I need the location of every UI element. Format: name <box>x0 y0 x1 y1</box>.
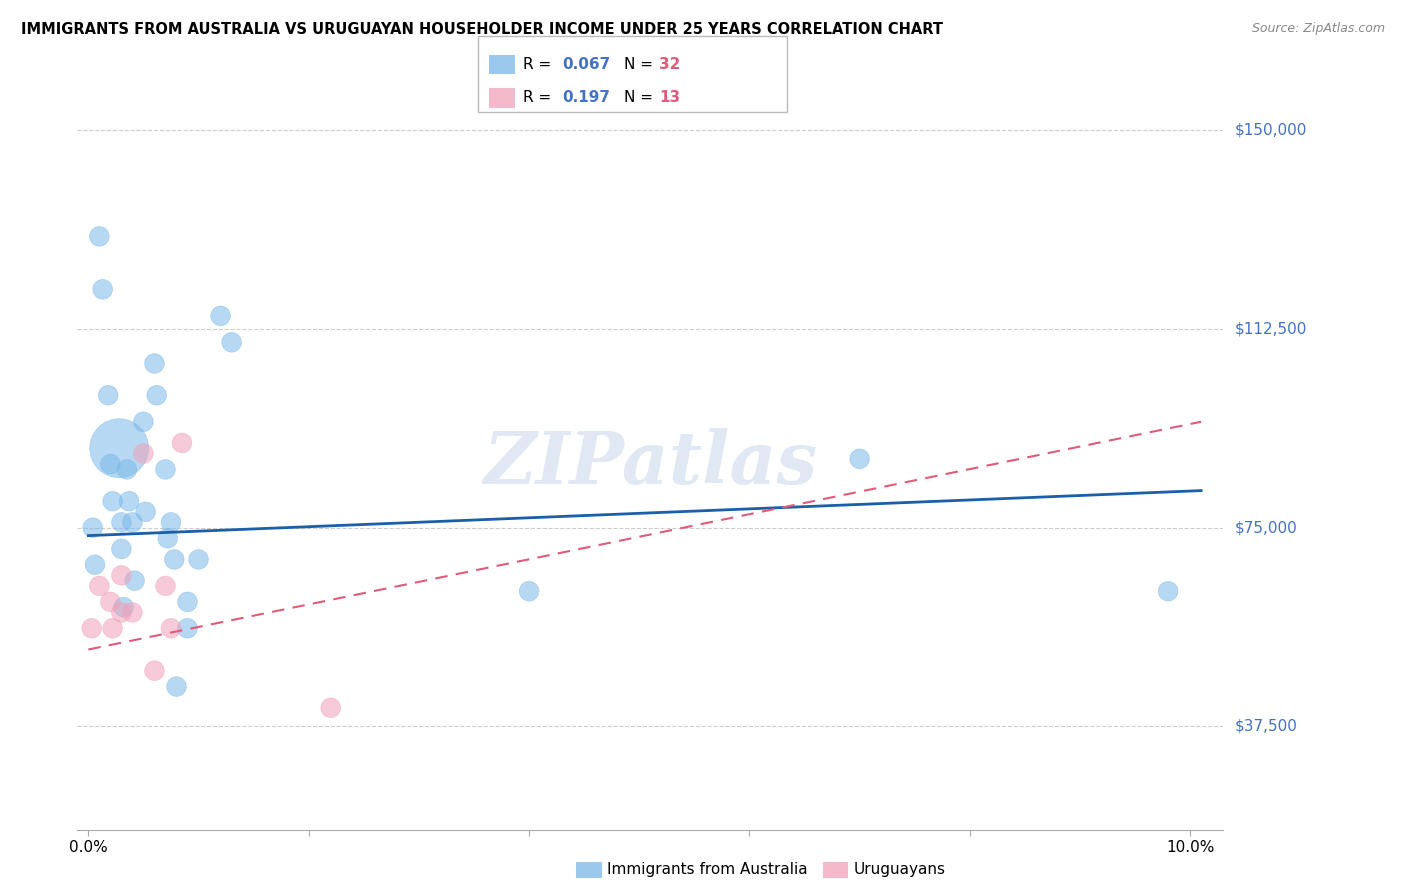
Text: 13: 13 <box>659 90 681 105</box>
Text: N =: N = <box>624 57 658 72</box>
Point <box>91 282 114 296</box>
Text: Source: ZipAtlas.com: Source: ZipAtlas.com <box>1251 22 1385 36</box>
Point <box>221 335 243 350</box>
Point <box>112 600 135 615</box>
Point <box>132 446 155 460</box>
Text: $75,000: $75,000 <box>1234 520 1298 535</box>
Text: $37,500: $37,500 <box>1234 719 1298 734</box>
Point <box>110 541 132 556</box>
Text: N =: N = <box>624 90 658 105</box>
Point <box>100 595 122 609</box>
Point <box>135 505 157 519</box>
Point <box>110 568 132 582</box>
Point <box>319 700 342 714</box>
Point <box>170 436 193 450</box>
Text: ZIPatlas: ZIPatlas <box>484 428 817 499</box>
Text: Uruguayans: Uruguayans <box>853 863 945 877</box>
Point <box>121 606 143 620</box>
Point <box>176 621 198 635</box>
Point <box>82 521 104 535</box>
Text: $150,000: $150,000 <box>1234 123 1306 138</box>
Text: 0.197: 0.197 <box>562 90 610 105</box>
Point <box>1157 584 1180 599</box>
Point <box>97 388 120 402</box>
Point <box>101 494 124 508</box>
Point <box>108 441 131 455</box>
Text: IMMIGRANTS FROM AUSTRALIA VS URUGUAYAN HOUSEHOLDER INCOME UNDER 25 YEARS CORRELA: IMMIGRANTS FROM AUSTRALIA VS URUGUAYAN H… <box>21 22 943 37</box>
Point <box>517 584 540 599</box>
Point <box>160 621 183 635</box>
Point <box>101 621 124 635</box>
Point <box>80 621 103 635</box>
Point <box>176 595 198 609</box>
Point <box>89 229 111 244</box>
Point <box>89 579 111 593</box>
Point <box>100 457 122 471</box>
Point <box>166 680 188 694</box>
Point <box>110 516 132 530</box>
Point <box>143 664 166 678</box>
Point <box>155 462 177 476</box>
Text: R =: R = <box>523 57 557 72</box>
Point <box>84 558 107 572</box>
Point <box>118 494 141 508</box>
Point <box>110 606 132 620</box>
Point <box>132 415 155 429</box>
Point <box>124 574 146 588</box>
Point <box>115 462 138 476</box>
Text: R =: R = <box>523 90 557 105</box>
Point <box>121 516 143 530</box>
Point <box>160 516 183 530</box>
Text: Immigrants from Australia: Immigrants from Australia <box>607 863 808 877</box>
Point <box>163 552 186 566</box>
Text: 0.067: 0.067 <box>562 57 610 72</box>
Point <box>848 451 870 466</box>
Point <box>145 388 167 402</box>
Point <box>155 579 177 593</box>
Point <box>156 531 179 545</box>
Point <box>187 552 209 566</box>
Text: 32: 32 <box>659 57 681 72</box>
Point <box>209 309 232 323</box>
Point <box>143 356 166 371</box>
Text: $112,500: $112,500 <box>1234 321 1306 336</box>
